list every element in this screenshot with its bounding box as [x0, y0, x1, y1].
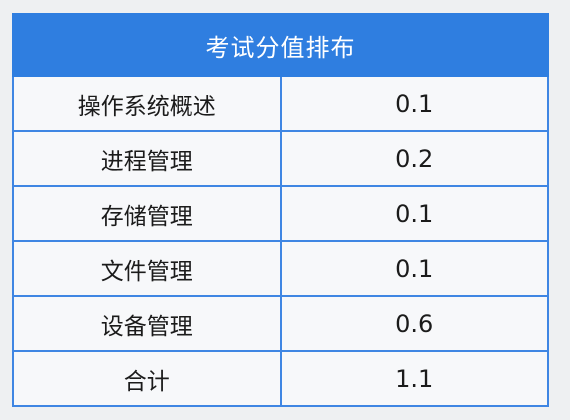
- row-value: 0.6: [279, 295, 549, 352]
- row-value: 0.1: [279, 75, 549, 132]
- table-row-total: 合计 1.1: [12, 350, 549, 407]
- row-name: 设备管理: [12, 295, 282, 352]
- row-name: 合计: [12, 350, 282, 407]
- row-value: 0.1: [279, 185, 549, 242]
- row-value: 0.2: [279, 130, 549, 187]
- table-header-row: 考试分值排布: [12, 13, 549, 77]
- row-name: 进程管理: [12, 130, 282, 187]
- row-name: 文件管理: [12, 240, 282, 297]
- score-distribution-table: 考试分值排布 操作系统概述 0.1 进程管理 0.2 存储管理 0.1 文件管理…: [12, 13, 549, 407]
- table-row: 设备管理 0.6: [12, 295, 549, 352]
- row-value: 0.1: [279, 240, 549, 297]
- table-row: 存储管理 0.1: [12, 185, 549, 242]
- table-row: 进程管理 0.2: [12, 130, 549, 187]
- row-name: 存储管理: [12, 185, 282, 242]
- table-title: 考试分值排布: [12, 13, 549, 77]
- table-row: 操作系统概述 0.1: [12, 75, 549, 132]
- score-table: 考试分值排布 操作系统概述 0.1 进程管理 0.2 存储管理 0.1 文件管理…: [12, 13, 549, 407]
- row-name: 操作系统概述: [12, 75, 282, 132]
- table-row: 文件管理 0.1: [12, 240, 549, 297]
- row-value: 1.1: [279, 350, 549, 407]
